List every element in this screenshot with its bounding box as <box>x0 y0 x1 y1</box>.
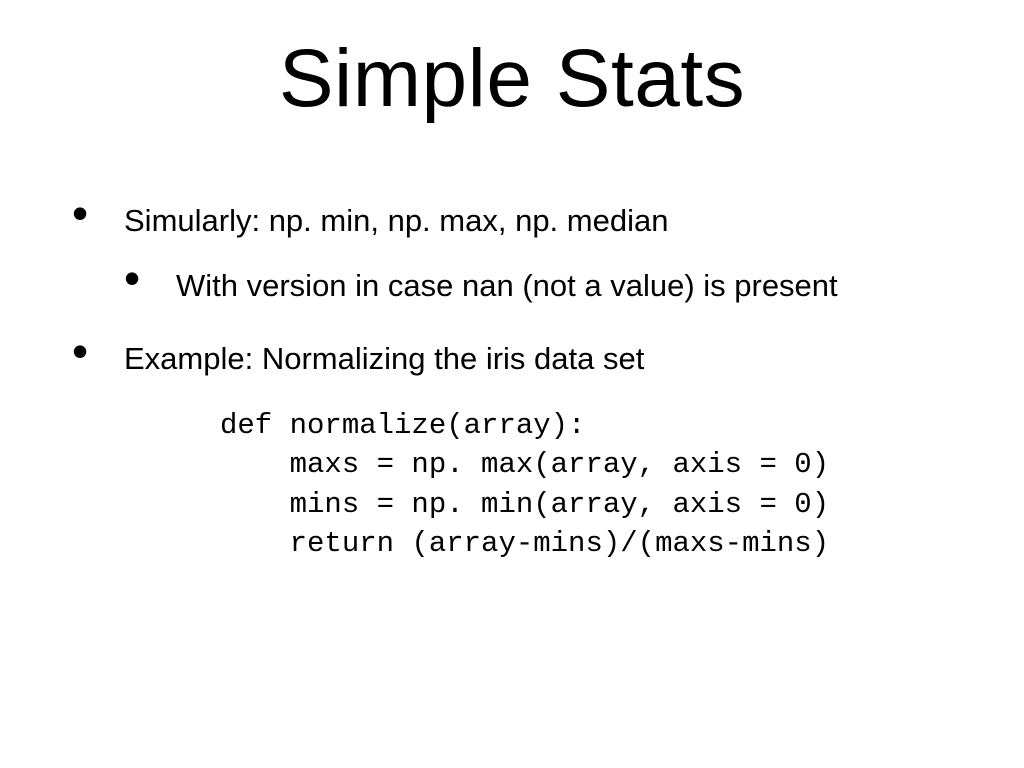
bullet-list: Simularly: np. min, np. max, np. median … <box>72 202 984 563</box>
slide-title: Simple Stats <box>0 32 1024 126</box>
bullet-item: Example: Normalizing the iris data set d… <box>72 340 984 563</box>
bullet-text: Example: Normalizing the iris data set <box>124 341 644 376</box>
slide-body: Simularly: np. min, np. max, np. median … <box>72 202 984 597</box>
sub-bullet-item: With version in case nan (not a value) i… <box>124 267 984 306</box>
sub-bullet-list: With version in case nan (not a value) i… <box>124 267 984 306</box>
bullet-text: Simularly: np. min, np. max, np. median <box>124 203 668 238</box>
bullet-item: Simularly: np. min, np. max, np. median … <box>72 202 984 306</box>
sub-bullet-text: With version in case nan (not a value) i… <box>176 268 838 303</box>
slide: Simple Stats Simularly: np. min, np. max… <box>0 0 1024 768</box>
code-block: def normalize(array): maxs = np. max(arr… <box>220 406 984 563</box>
